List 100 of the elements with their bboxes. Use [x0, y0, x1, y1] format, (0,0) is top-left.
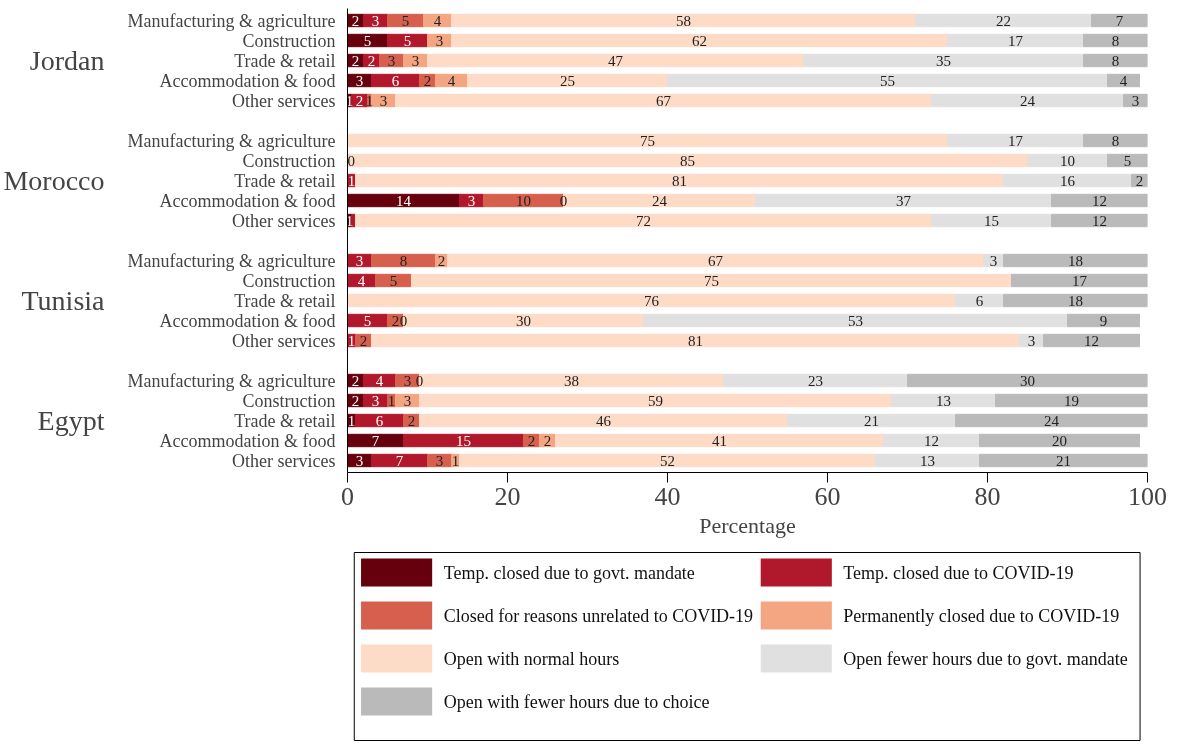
data-label: 5	[389, 272, 398, 289]
data-label: 4	[433, 12, 442, 29]
legend-label: Temp. closed due to govt. mandate	[443, 562, 695, 583]
data-label: 3	[1131, 92, 1140, 109]
data-label: 17	[1008, 32, 1024, 49]
bar	[419, 393, 892, 408]
data-label: 0	[415, 372, 424, 389]
text: Tunisia	[21, 285, 106, 316]
bar	[1003, 173, 1132, 188]
data-label: 24	[1044, 412, 1060, 429]
data-label: 35	[936, 52, 951, 69]
y-tick-label: Construction	[242, 390, 336, 411]
data-label: 2	[351, 372, 360, 389]
bar	[555, 433, 884, 448]
bar	[891, 393, 996, 408]
bar	[347, 153, 1028, 168]
text: Egypt	[37, 405, 105, 436]
data-label: 7	[1115, 12, 1124, 29]
data-label: 3	[355, 252, 364, 269]
data-label: 5	[363, 32, 372, 49]
data-label: 24	[652, 192, 668, 209]
data-label: 3	[355, 72, 364, 89]
bar	[643, 313, 1068, 328]
data-label: 2	[351, 12, 360, 29]
data-label: 2	[543, 432, 552, 449]
y-tick-label: Manufacturing & agriculture	[127, 250, 336, 271]
data-label: 3	[403, 392, 412, 409]
data-label: 15	[984, 212, 999, 229]
y-tick-label: Manufacturing & agriculture	[127, 130, 336, 151]
bar	[1003, 293, 1148, 308]
data-label: 3	[403, 372, 412, 389]
data-label: 2	[359, 332, 368, 349]
data-label: 81	[688, 332, 703, 349]
data-label: 6	[975, 292, 984, 309]
bar	[875, 453, 980, 468]
bar	[979, 453, 1148, 468]
bar	[427, 53, 804, 68]
y-tick-label: Accommodation & food	[159, 70, 336, 91]
bar	[979, 433, 1140, 448]
data-label: 5	[403, 32, 412, 49]
data-label: 3	[435, 452, 444, 469]
bar	[1011, 273, 1148, 288]
bar	[947, 133, 1084, 148]
bar	[1051, 193, 1148, 208]
data-label: 3	[371, 12, 380, 29]
data-label: 20	[1052, 432, 1067, 449]
data-label: 8	[1111, 132, 1120, 149]
bar	[955, 413, 1148, 428]
data-label: 81	[672, 172, 687, 189]
data-label: 21	[1056, 452, 1071, 469]
x-tick-label: 40	[654, 481, 681, 511]
bar	[467, 73, 668, 88]
data-label: 4	[357, 272, 366, 289]
bar	[411, 273, 1012, 288]
data-label: 3	[411, 52, 420, 69]
bar	[355, 213, 932, 228]
data-label: 7	[395, 452, 404, 469]
x-tick-label: 80	[974, 481, 1001, 511]
data-label: 15	[456, 432, 471, 449]
data-label: 46	[596, 412, 612, 429]
data-label: 17	[1072, 272, 1088, 289]
data-label: 75	[704, 272, 719, 289]
bar	[1083, 133, 1148, 148]
y-tick-label: Other services	[232, 90, 336, 111]
data-label: 3	[1027, 332, 1036, 349]
bar	[723, 373, 908, 388]
data-label: 0	[399, 312, 408, 329]
data-label: 22	[996, 12, 1011, 29]
y-tick-label: Manufacturing & agriculture	[127, 370, 336, 391]
data-label: 4	[375, 372, 384, 389]
data-label: 5	[1123, 152, 1132, 169]
data-label: 47	[608, 52, 624, 69]
bar	[907, 373, 1148, 388]
bar	[1003, 253, 1148, 268]
data-label: 3	[989, 252, 998, 269]
data-label: 12	[1084, 332, 1099, 349]
bar	[803, 53, 1084, 68]
data-label: 3	[387, 52, 396, 69]
data-label: 2	[355, 92, 364, 109]
y-tick-label: Manufacturing & agriculture	[127, 10, 336, 31]
data-label: 53	[848, 312, 863, 329]
bar	[371, 453, 428, 468]
bar	[459, 453, 876, 468]
legend-label: Open with fewer hours due to choice	[443, 691, 710, 712]
y-tick-label: Construction	[242, 150, 336, 171]
data-label: 67	[656, 92, 672, 109]
bar	[755, 193, 1052, 208]
bar	[347, 293, 956, 308]
bar	[1083, 33, 1148, 48]
bar	[347, 313, 388, 328]
y-tick-label: Trade & retail	[234, 410, 336, 431]
data-label: 85	[680, 152, 695, 169]
data-label: 12	[1092, 192, 1107, 209]
data-label: 3	[435, 32, 444, 49]
bar	[931, 93, 1124, 108]
data-label: 3	[371, 392, 380, 409]
legend-label: Open with normal hours	[443, 648, 620, 669]
data-label: 1	[345, 92, 354, 109]
x-axis-title: Percentage	[699, 512, 796, 538]
data-label: 3	[355, 452, 364, 469]
